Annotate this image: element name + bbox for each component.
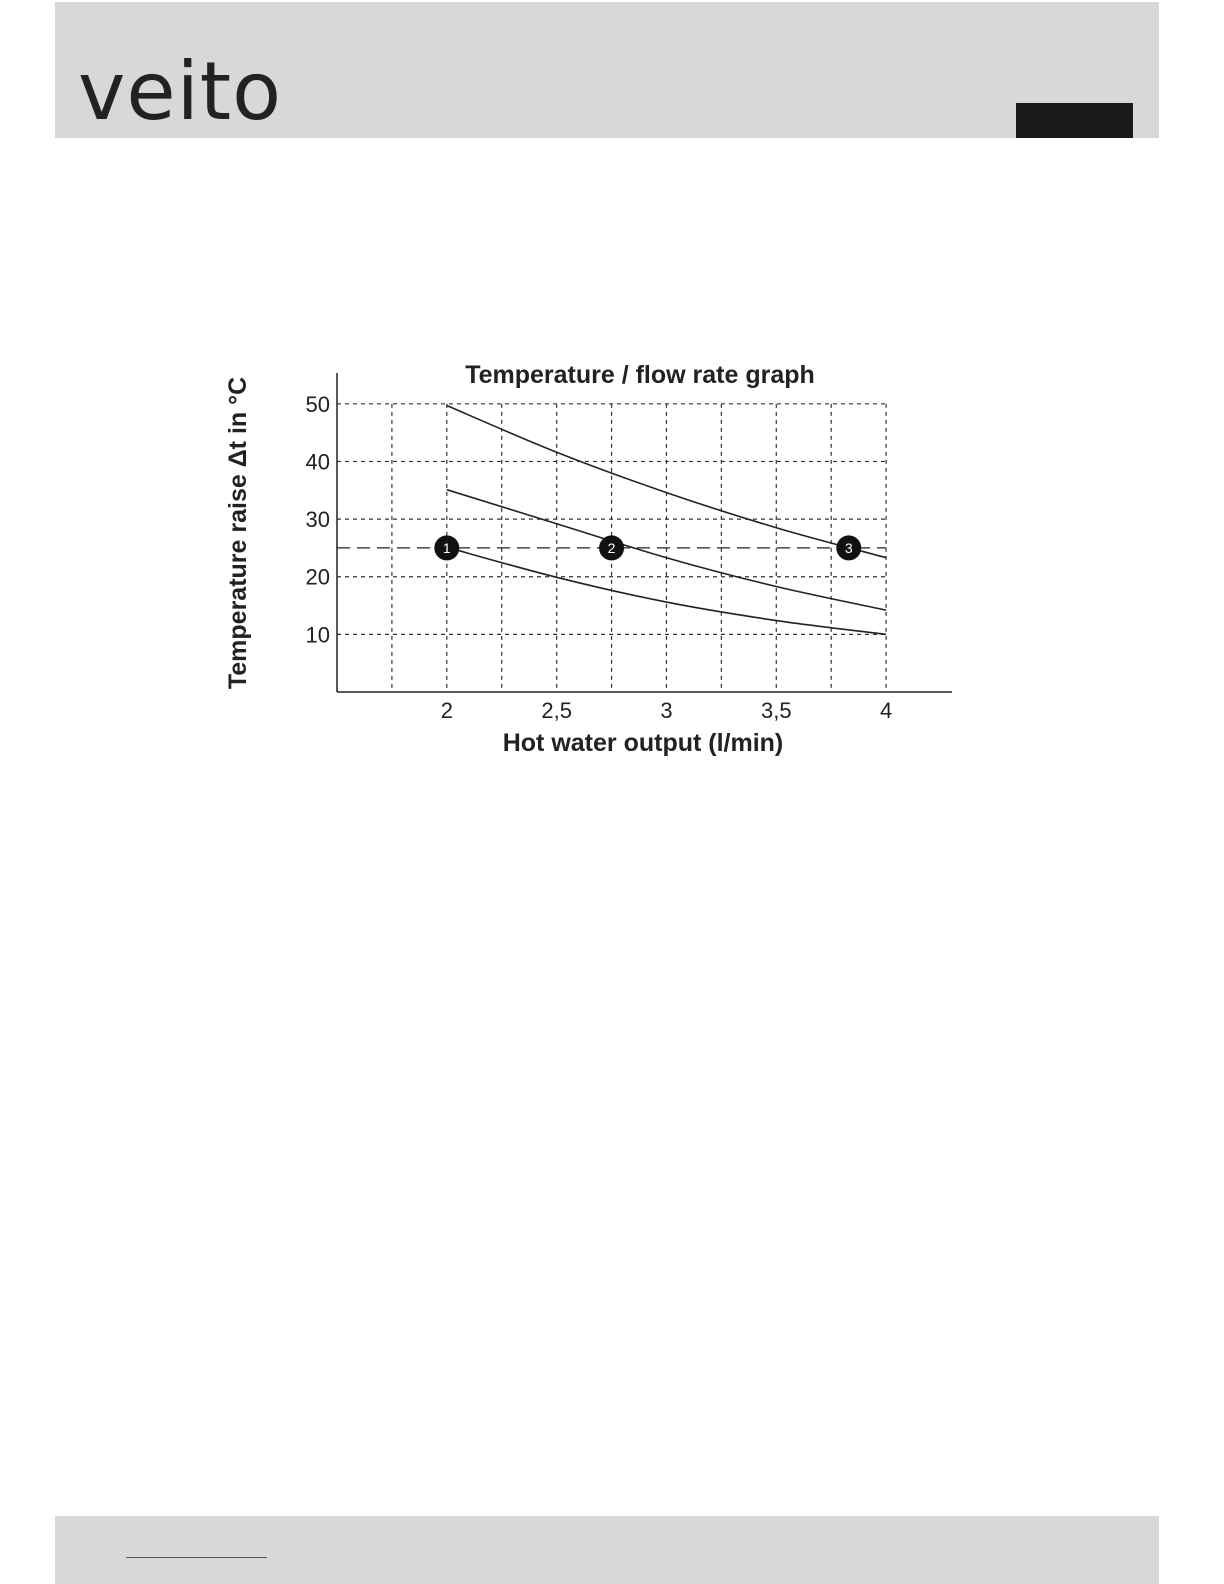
series-layer xyxy=(337,404,887,636)
x-tick-label: 2 xyxy=(441,698,453,723)
header-band xyxy=(55,2,1159,138)
y-tick-label: 10 xyxy=(306,622,330,647)
marker-label: 3 xyxy=(845,540,853,556)
x-tick-label: 4 xyxy=(880,698,892,723)
series-line xyxy=(446,546,887,636)
chart-title: Temperature / flow rate graph xyxy=(465,361,815,389)
brand-logo: veito xyxy=(78,45,283,138)
axis-layer xyxy=(336,373,952,693)
y-tick-label: 40 xyxy=(306,449,330,474)
x-tick-label: 3,5 xyxy=(761,698,792,723)
temperature-flow-chart: Temperature / flow rate graph Temperatur… xyxy=(224,361,952,757)
marker-circle xyxy=(836,535,862,561)
x-tick-label: 3 xyxy=(660,698,672,723)
marker-circle xyxy=(599,535,625,561)
y-tick-label: 30 xyxy=(306,507,330,532)
y-axis-label: Temperature raise Δt in °C xyxy=(224,377,252,689)
series-line xyxy=(446,488,887,611)
footer-link-underline[interactable] xyxy=(126,1557,267,1558)
header-tab-marker xyxy=(1016,103,1133,138)
y-tick-label: 20 xyxy=(306,565,330,590)
marker-circle xyxy=(434,535,460,561)
footer-band xyxy=(55,1516,1159,1584)
series-line xyxy=(446,404,887,559)
marker-label: 1 xyxy=(443,540,451,556)
marker-layer: 1 2 3 xyxy=(434,535,862,561)
x-tick-label: 2,5 xyxy=(541,698,572,723)
y-tick-label: 50 xyxy=(306,392,330,417)
marker-label: 2 xyxy=(608,540,616,556)
tick-layer: 10 20 30 40 50 2 2,5 3 3,5 4 xyxy=(306,392,893,723)
x-axis-label: Hot water output (l/min) xyxy=(503,729,784,757)
